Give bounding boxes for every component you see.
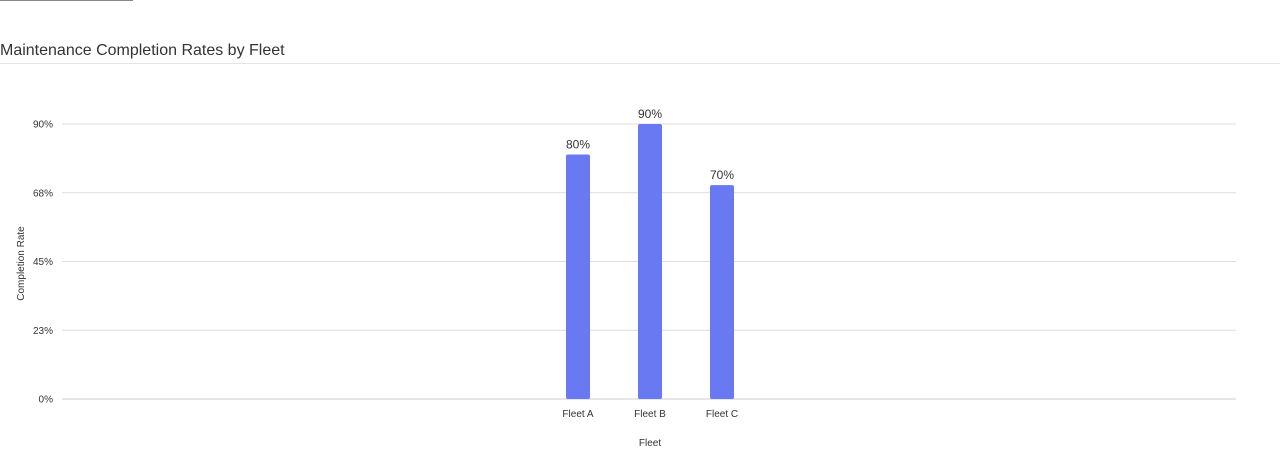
- y-tick-label: 23%: [33, 326, 53, 337]
- y-tick-label: 68%: [33, 188, 53, 199]
- y-axis-title: Completion Rate: [16, 226, 27, 301]
- chart-title: Maintenance Completion Rates by Fleet: [0, 42, 285, 59]
- y-tick-label: 0%: [39, 395, 54, 406]
- bar-value-label: 80%: [566, 138, 590, 152]
- x-tick-label: Fleet C: [706, 409, 738, 420]
- bar[interactable]: [638, 124, 662, 399]
- y-axis-ticks: 0% 23% 45% 68% 90%: [33, 120, 53, 406]
- y-tick-label: 90%: [33, 120, 53, 131]
- top-tab-indicator: [0, 0, 133, 1]
- x-axis-ticks: Fleet A Fleet B Fleet C: [562, 409, 738, 420]
- title-divider: [0, 63, 1280, 64]
- x-axis-title: Fleet: [639, 438, 661, 449]
- x-tick-label: Fleet A: [562, 409, 593, 420]
- y-tick-label: 45%: [33, 257, 53, 268]
- x-tick-label: Fleet B: [634, 409, 666, 420]
- bars: [566, 124, 734, 399]
- bar[interactable]: [566, 154, 590, 399]
- data-labels: 80% 90% 70%: [566, 107, 734, 182]
- bar-value-label: 90%: [638, 107, 662, 121]
- bar[interactable]: [710, 185, 734, 399]
- bar-value-label: 70%: [710, 168, 734, 182]
